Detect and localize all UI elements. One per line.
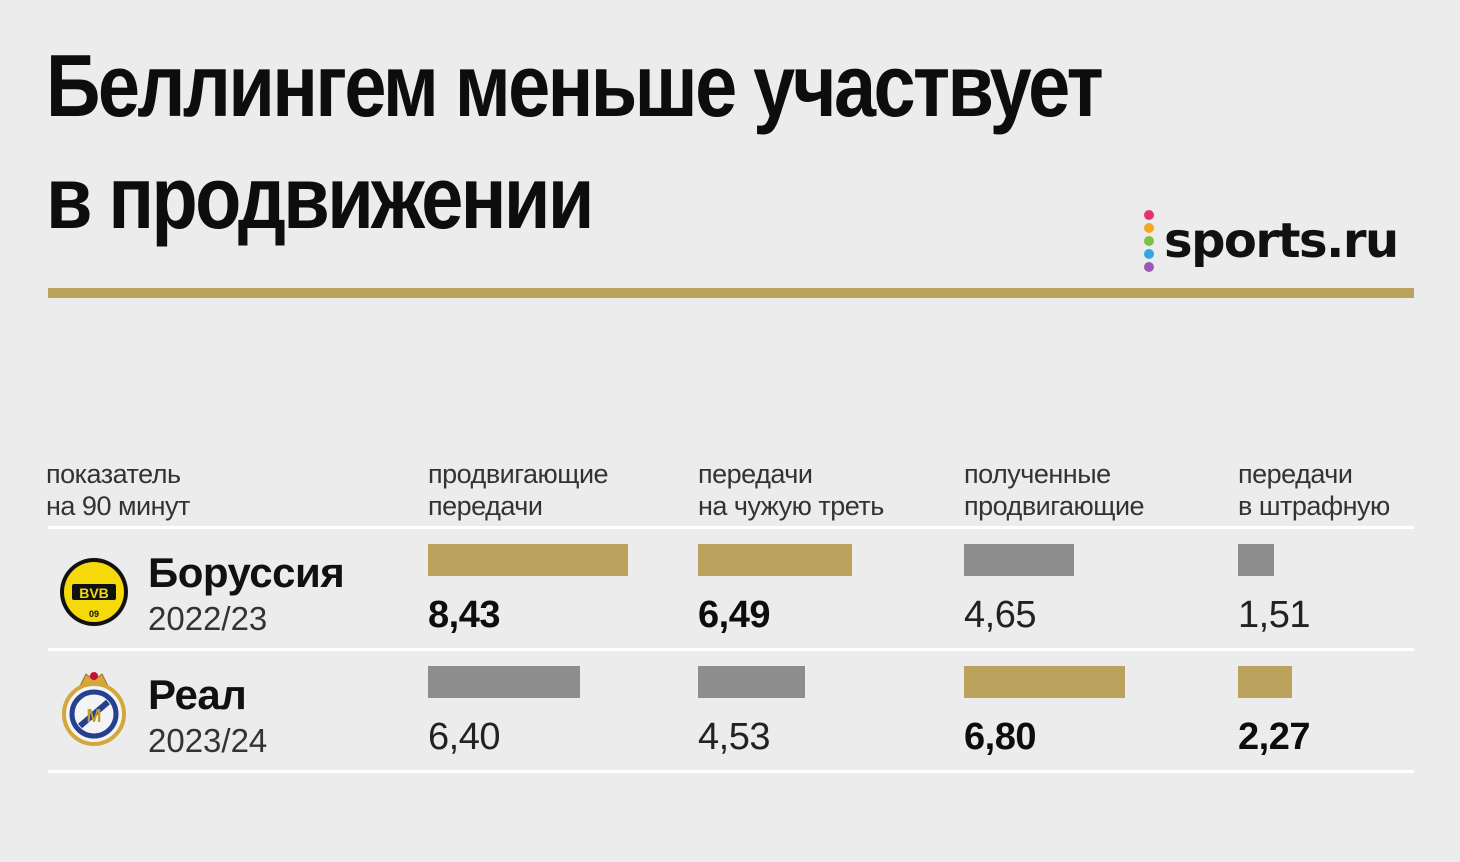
column-header-line1: продвигающие: [428, 459, 609, 489]
row-header-line-2: на 90 минут: [46, 491, 190, 521]
column-header-line2: продвигающие: [964, 491, 1145, 521]
bar: [428, 544, 628, 576]
team-name: Реал: [148, 671, 247, 718]
title-divider: [48, 288, 1414, 298]
data-label: 1,51: [1238, 594, 1310, 636]
chart-title: Беллингем меньше участвует в продвижении: [46, 30, 1190, 254]
column-header: полученные продвигающие: [964, 458, 1145, 522]
logo-dot: [1144, 249, 1154, 259]
data-label: 8,43: [428, 594, 500, 636]
bar: [428, 666, 580, 698]
row-header-line-1: показатель: [46, 459, 181, 489]
real-madrid-crest-icon: [54, 666, 134, 762]
chart-title-line-2: в продвижении: [46, 148, 594, 247]
bar: [964, 666, 1125, 698]
bar: [1238, 544, 1274, 576]
column-header: передачи в штрафную: [1238, 458, 1390, 522]
bvb-crest-icon: [60, 558, 128, 626]
logo-dot: [1144, 223, 1154, 233]
team-name: Боруссия: [148, 549, 345, 596]
logo-text: sports.ru: [1164, 213, 1399, 269]
data-label: 2,27: [1238, 716, 1310, 758]
column-header-line1: полученные: [964, 459, 1111, 489]
bar: [698, 544, 852, 576]
column-header-line2: в штрафную: [1238, 491, 1390, 521]
column-header: передачи на чужую треть: [698, 458, 884, 522]
logo-dot: [1144, 236, 1154, 246]
data-label: 4,53: [698, 716, 770, 758]
logo-dot: [1144, 262, 1154, 272]
column-header-line1: передачи: [698, 459, 813, 489]
bar: [698, 666, 805, 698]
row-header: показатель на 90 минут: [46, 458, 190, 522]
team-season: 2022/23: [148, 600, 268, 637]
column-header-line2: на чужую треть: [698, 491, 884, 521]
column-header-line2: передачи: [428, 491, 543, 521]
data-label: 6,49: [698, 594, 770, 636]
team-season: 2023/24: [148, 722, 268, 759]
data-label: 6,80: [964, 716, 1036, 758]
data-label: 6,40: [428, 716, 500, 758]
row-separator: [48, 770, 1414, 773]
sports-ru-logo: sports.ru: [1144, 206, 1399, 276]
data-label: 4,65: [964, 594, 1036, 636]
bar: [964, 544, 1074, 576]
row-separator: [48, 526, 1414, 529]
logo-dot: [1144, 210, 1154, 220]
column-header-line1: передачи: [1238, 459, 1353, 489]
row-separator: [48, 648, 1414, 651]
column-header: продвигающие передачи: [428, 458, 609, 522]
logo-dots-icon: [1144, 210, 1154, 272]
bar: [1238, 666, 1292, 698]
chart-title-line-1: Беллингем меньше участвует: [46, 36, 1104, 135]
